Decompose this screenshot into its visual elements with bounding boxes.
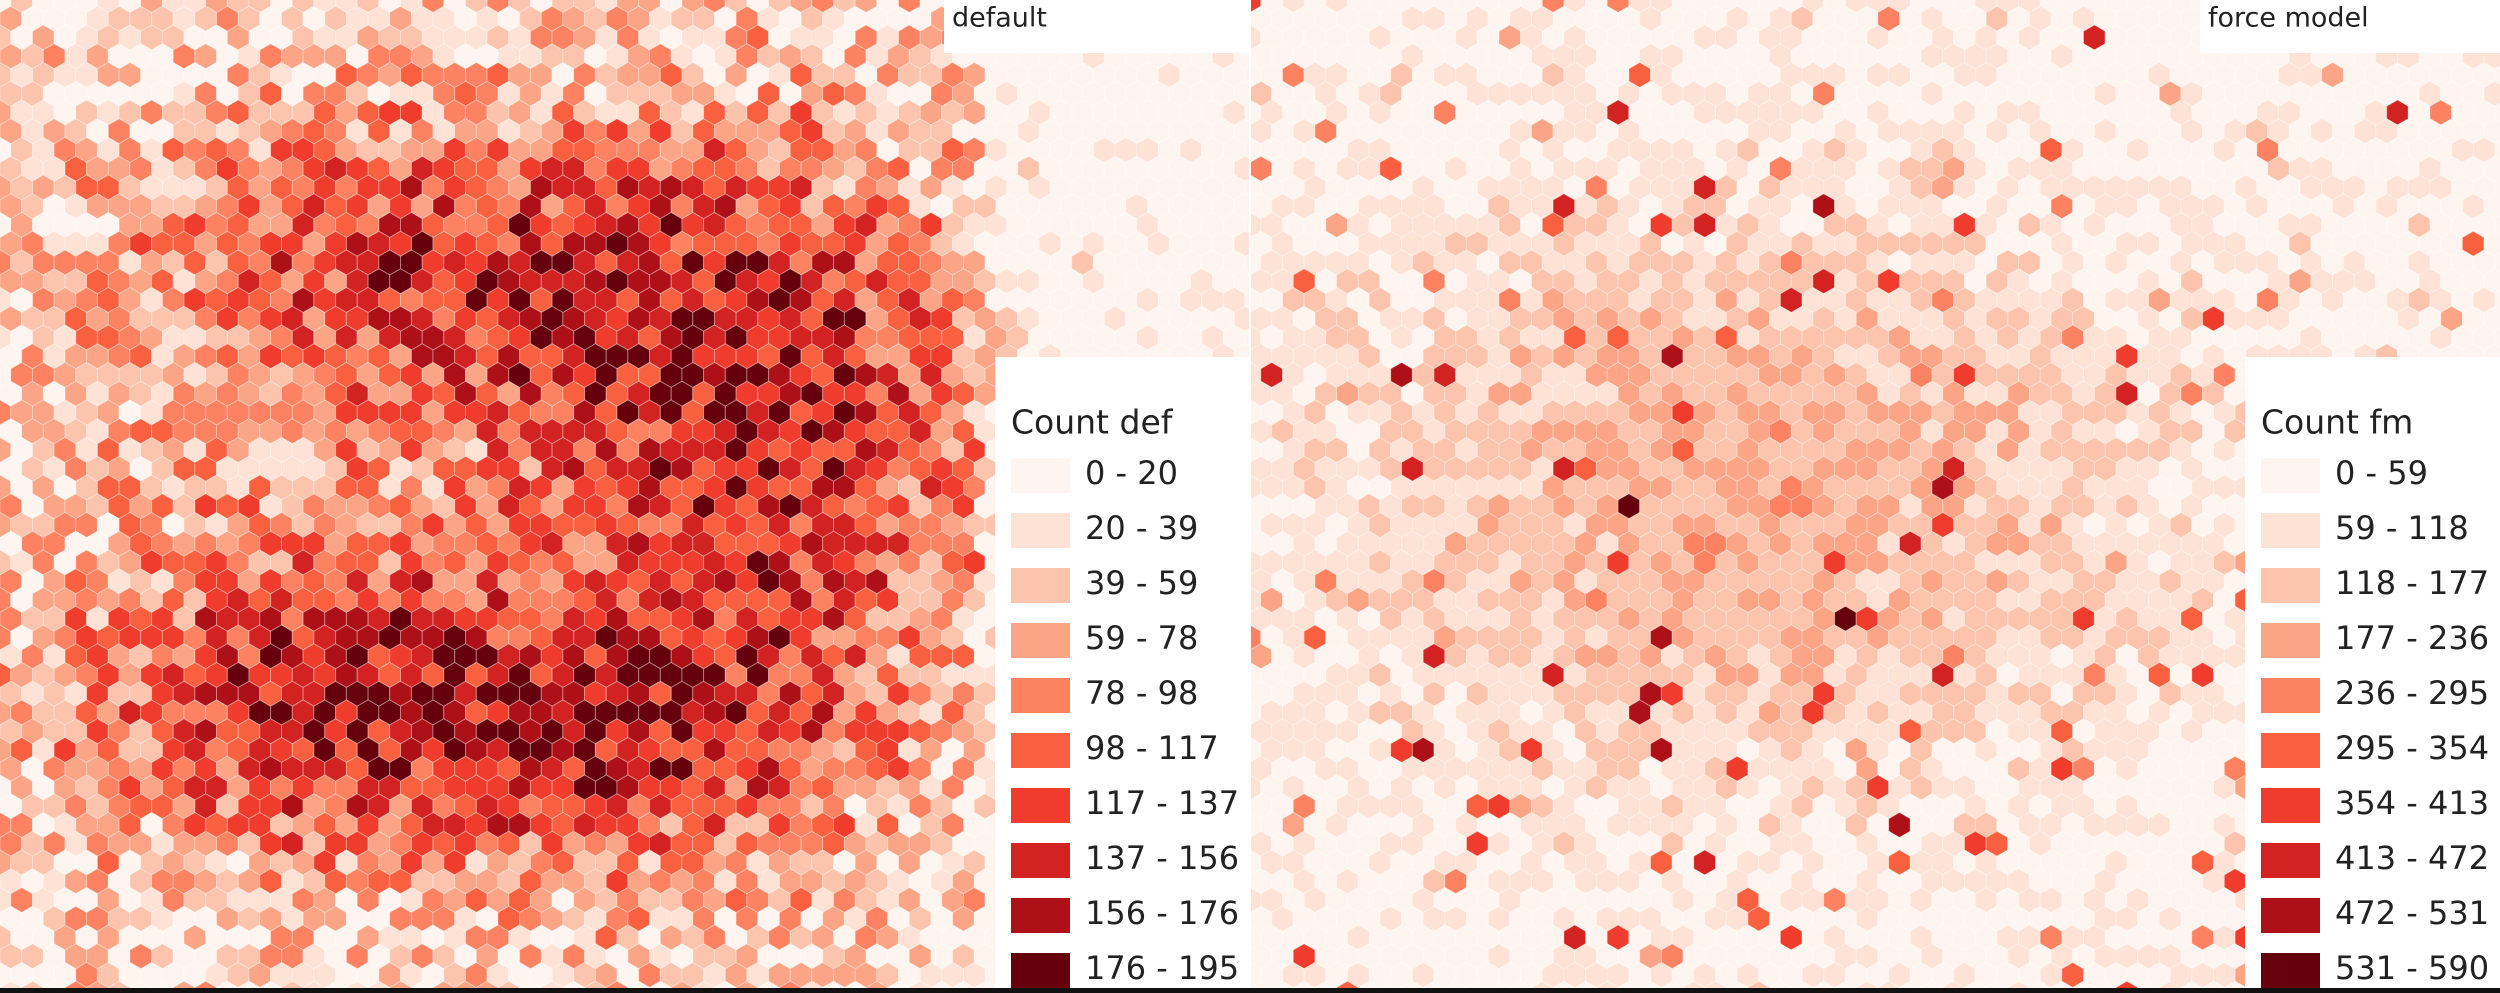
legend-label: 78 - 98 [1085,674,1198,712]
legend-label: 176 - 195 [1085,949,1239,987]
legend-label: 59 - 78 [1085,619,1198,657]
legend-swatch [1011,623,1070,658]
legend-label: 156 - 176 [1085,894,1239,932]
legend-swatch [1011,513,1070,548]
legend-title: Count def [1011,403,1174,442]
legend-label: 0 - 20 [1085,454,1178,492]
legend-label: 98 - 117 [1085,729,1219,767]
legend-label: 39 - 59 [1085,564,1198,602]
legend-label: 20 - 39 [1085,509,1198,547]
legend-swatch [1011,953,1070,988]
legend-swatch [1011,898,1070,933]
legend-swatch [1011,733,1070,768]
legend-label: 117 - 137 [1085,784,1239,822]
legend-swatch [1011,788,1070,823]
legend-swatch [1011,843,1070,878]
legend-swatch [1011,568,1070,603]
panel-label: default [952,3,1047,34]
legend-swatch [1011,678,1070,713]
legend-label: 137 - 156 [1085,839,1239,877]
legend-swatch [1011,458,1070,493]
